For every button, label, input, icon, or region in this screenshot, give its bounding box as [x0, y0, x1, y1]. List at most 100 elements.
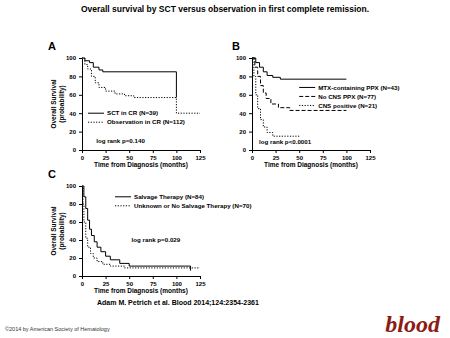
x-tick-mark — [106, 276, 107, 279]
x-tick: 75 — [150, 150, 157, 161]
y-tick-mark — [79, 150, 82, 151]
y-axis: 0 20 40 60 80 100 — [236, 55, 253, 153]
legend: MTX-containing PPX (N=43) No CNS PPX (N=7… — [299, 84, 399, 109]
y-tick-label: 20 — [239, 129, 246, 135]
legend-swatch — [115, 205, 131, 206]
x-tick: 0 — [251, 150, 255, 161]
y-tick: 0 — [243, 147, 252, 153]
survival-curve — [252, 58, 346, 79]
background — [0, 0, 450, 338]
y-axis-title: Overall Survival — [50, 79, 57, 128]
x-tick-mark — [153, 150, 154, 153]
y-axis: 0 20 40 60 80 100 — [66, 183, 83, 279]
y-tick-label: 0 — [73, 147, 77, 153]
y-tick: 100 — [66, 55, 82, 61]
y-tick: 40 — [69, 237, 82, 243]
x-tick: 125 — [195, 150, 206, 161]
x-axis: 0255075100125 — [81, 150, 206, 161]
y-axis-line — [82, 187, 83, 277]
y-tick-label: 40 — [69, 111, 76, 117]
y-tick: 0 — [73, 147, 82, 153]
citation: Adam M. Petrich et al. Blood 2014;124:23… — [97, 299, 259, 307]
x-axis-line — [253, 150, 371, 151]
y-axis-title: Overall Survival — [50, 206, 57, 255]
y-tick-label: 0 — [243, 147, 247, 153]
legend-swatch — [88, 113, 104, 114]
legend-label: MTX-containing PPX (N=43) — [318, 84, 399, 91]
y-tick: 40 — [239, 111, 252, 117]
x-axis-line — [83, 276, 201, 277]
y-tick-label: 20 — [69, 255, 76, 261]
legend-swatch — [299, 87, 315, 88]
x-tick-mark — [276, 150, 277, 153]
y-tick: 20 — [239, 129, 252, 135]
x-tick: 125 — [195, 276, 206, 287]
legend-label: Observation in CR (N=112) — [107, 118, 185, 125]
panel-letter: B — [232, 40, 240, 52]
annotation: log rank p=0.140 — [96, 137, 145, 144]
x-axis-title: Time from Diagnosis (months) — [94, 287, 188, 295]
legend-label: SCT in CR (N=39) — [107, 109, 158, 116]
survival-curve — [82, 58, 200, 113]
y-tick: 100 — [66, 183, 82, 189]
y-tick-label: 40 — [239, 111, 246, 117]
x-tick: 50 — [126, 150, 133, 161]
x-tick-label: 0 — [81, 281, 85, 287]
y-axis-line — [82, 59, 83, 151]
y-tick: 60 — [239, 92, 252, 98]
x-axis-title: Time from Diagnosis (months) — [264, 161, 358, 169]
y-tick-mark — [79, 186, 82, 187]
y-tick-mark — [79, 95, 82, 96]
legend: Salvage Therapy (N=84) Unknown or No Salv… — [115, 193, 251, 209]
x-tick-label: 125 — [195, 281, 206, 287]
logo: blood — [385, 311, 441, 337]
y-tick-mark — [79, 76, 82, 77]
y-tick-label: 100 — [236, 55, 247, 61]
x-tick: 25 — [273, 150, 280, 161]
legend-swatch — [115, 196, 131, 197]
y-tick-label: 60 — [69, 92, 76, 98]
legend-label: Unknown or No Salvage Therapy (N=70) — [134, 202, 251, 209]
y-tick-mark — [249, 76, 252, 77]
y-tick-label: 40 — [69, 237, 76, 243]
y-tick-mark — [79, 204, 82, 205]
y-tick-label: 60 — [69, 219, 76, 225]
y-tick: 80 — [239, 74, 252, 80]
legend-label: Salvage Therapy (N=84) — [134, 193, 204, 200]
x-tick-mark — [323, 150, 324, 153]
y-tick: 100 — [236, 55, 252, 61]
x-tick: 125 — [365, 150, 376, 161]
y-tick: 60 — [69, 92, 82, 98]
survival-curve — [252, 58, 299, 136]
y-tick: 80 — [69, 201, 82, 207]
y-tick-mark — [249, 150, 252, 151]
x-axis-line — [83, 150, 201, 151]
panel-1: B0255075100125020406080100Time from Diag… — [232, 40, 400, 169]
x-tick: 25 — [103, 276, 110, 287]
y-tick-mark — [249, 58, 252, 59]
legend-swatch — [299, 105, 315, 106]
y-axis-title: (probability) — [58, 212, 66, 250]
y-tick: 20 — [69, 255, 82, 261]
x-tick: 0 — [81, 276, 85, 287]
x-tick: 0 — [81, 150, 85, 161]
legend-label: CNS positive (N=21) — [318, 102, 377, 109]
legend-label: No CNS PPX (N=77) — [318, 93, 376, 100]
y-tick-label: 100 — [66, 183, 77, 189]
chart-container: Overall survival by SCT versus observati… — [0, 0, 450, 338]
y-tick-mark — [79, 132, 82, 133]
x-tick-mark — [153, 276, 154, 279]
y-tick: 20 — [69, 129, 82, 135]
y-tick-label: 60 — [239, 92, 246, 98]
y-tick-mark — [79, 58, 82, 59]
survival-curve — [82, 58, 176, 98]
x-tick-label: 0 — [81, 155, 85, 161]
y-tick: 0 — [73, 273, 82, 279]
y-tick-label: 80 — [239, 74, 246, 80]
legend-swatch — [88, 122, 104, 123]
x-tick-mark — [200, 276, 201, 279]
y-tick-mark — [79, 222, 82, 223]
x-tick: 25 — [103, 150, 110, 161]
legend: SCT in CR (N=39) Observation in CR (N=112… — [88, 109, 185, 125]
y-axis: 020406080100 — [66, 55, 83, 153]
